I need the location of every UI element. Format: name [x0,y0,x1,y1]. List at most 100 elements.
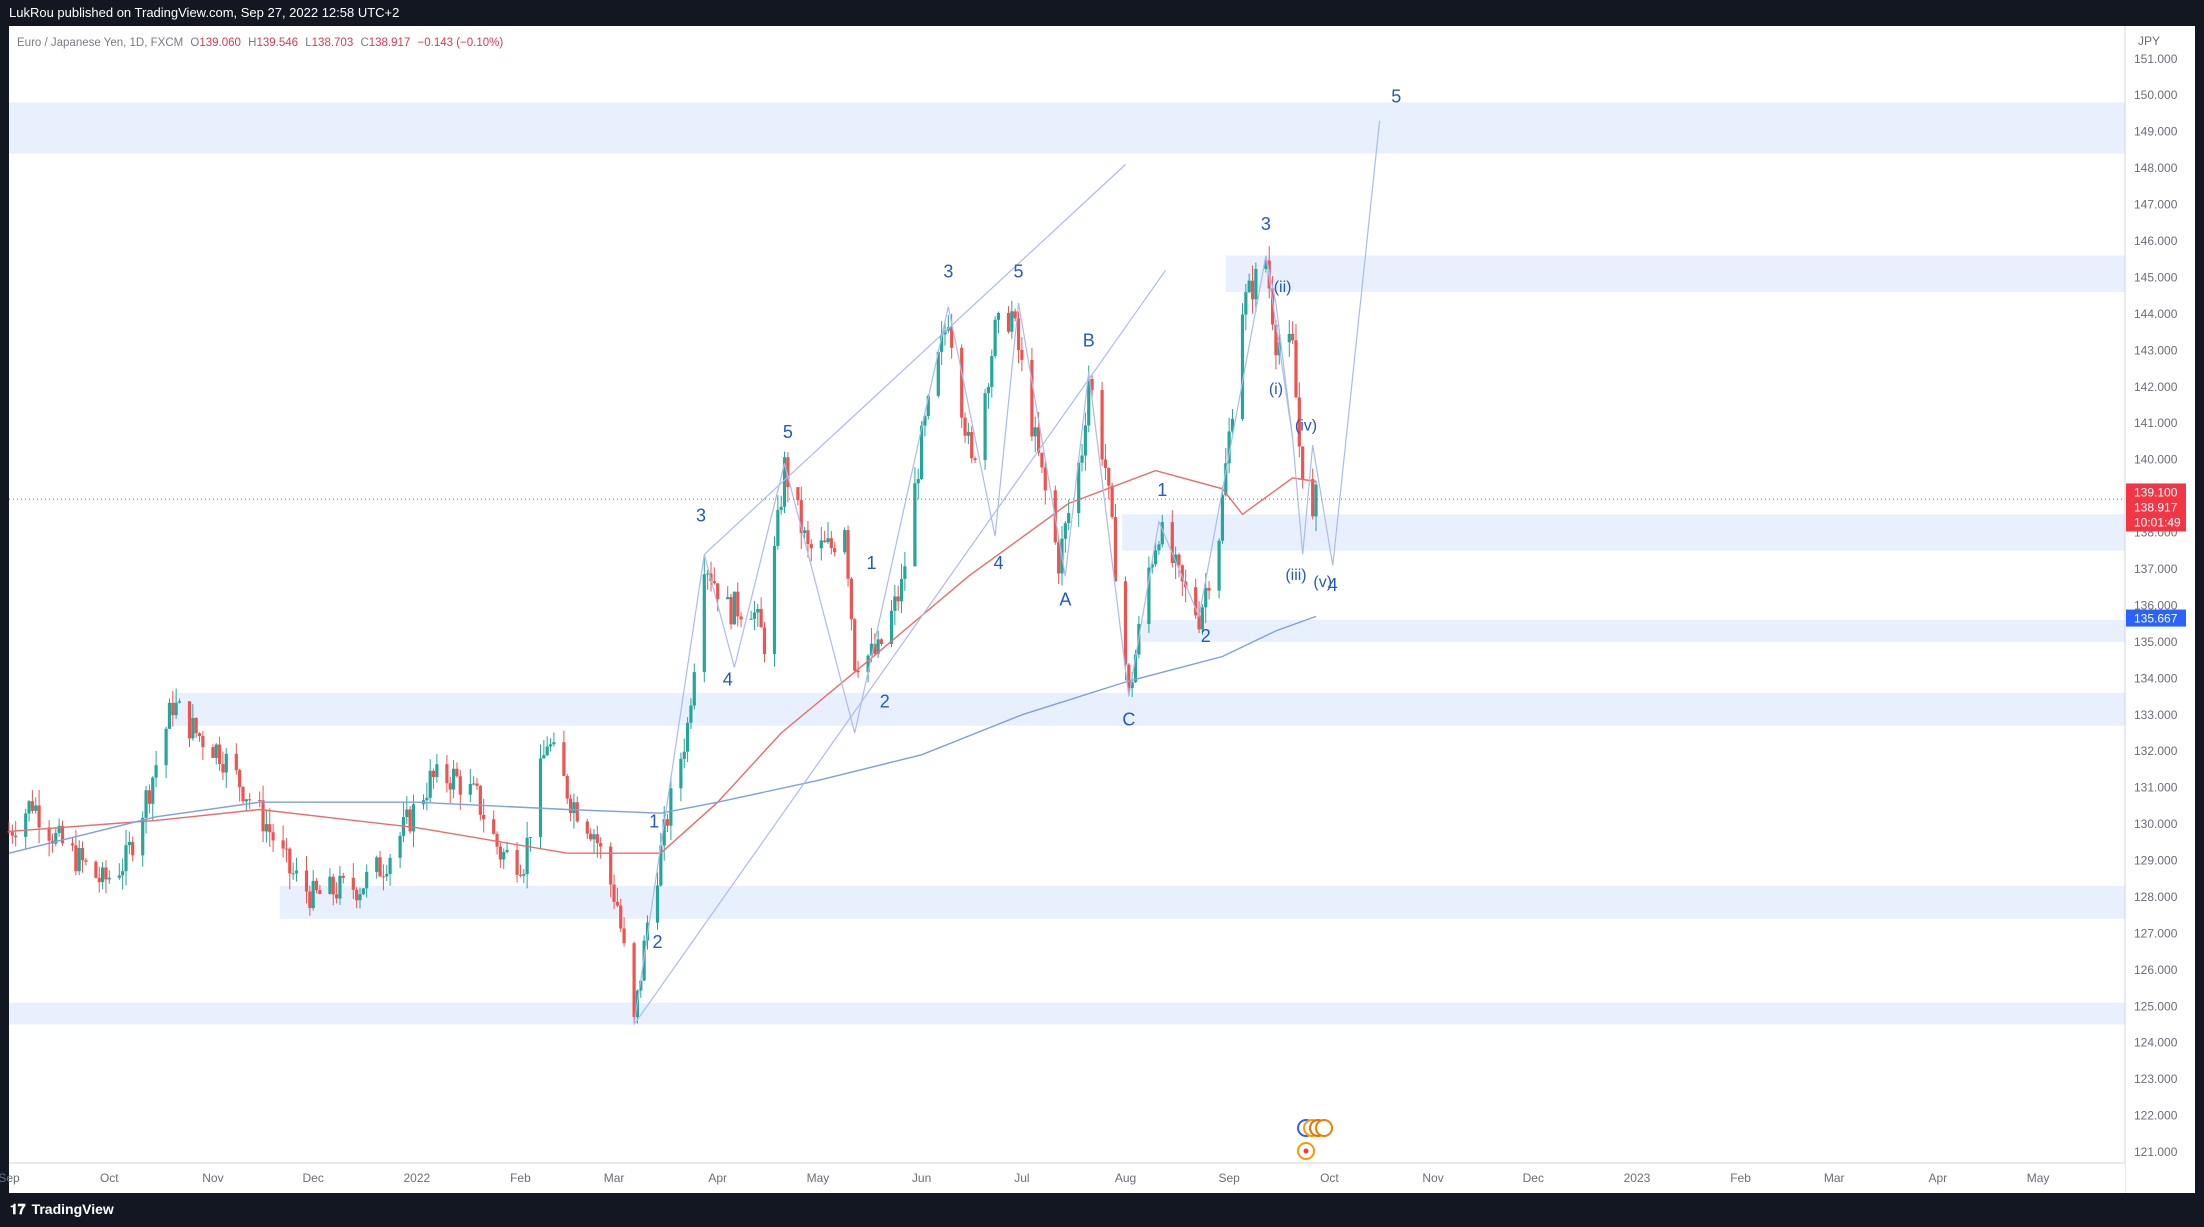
candle-body-17 [84,860,88,862]
candle-body-96 [455,768,459,777]
time-tick-10: Jul [1014,1171,1029,1185]
candle-body-116 [548,744,553,747]
open-label: O [190,37,199,49]
event-markers[interactable] [1297,1119,1334,1160]
candle-body-81 [385,873,389,877]
candle-body-162 [762,627,767,655]
candle-body-189 [893,596,897,611]
candle-body-115 [545,746,549,756]
candle-body-275 [1294,340,1298,398]
candle-body-167 [786,457,790,488]
candle-body-176 [829,538,833,549]
candle-body-135 [639,980,643,991]
candle-body-19 [97,877,101,883]
candle-body-35 [171,702,175,716]
price-tick-4: 125.000 [2134,999,2178,1013]
candle-body-216 [1016,318,1021,351]
wave-line-3 [1017,120,1381,697]
price-tick-13: 134.000 [2134,671,2178,685]
candle-body-140 [662,819,666,846]
price-tick-24: 145.000 [2134,270,2178,284]
ma-price-tag[interactable] [2126,609,2186,627]
candle-body-194 [916,478,920,484]
wave-label-11: B [1083,331,1095,351]
candle-body-248 [1170,522,1174,564]
candle-body-93 [445,764,449,784]
tradingview-brand[interactable]: 𝟏𝟕 TradingView [10,1201,114,1218]
time-axis[interactable] [9,1163,2125,1193]
candle-body-18 [94,861,98,878]
candle-body-119 [565,775,569,799]
price-tick-10: 131.000 [2134,781,2178,795]
ma-price-value: 135.667 [2134,612,2178,626]
time-tick-17: Feb [1730,1171,1751,1185]
candle-body-261 [1227,431,1231,464]
candle-body-172 [809,544,813,549]
time-tick-20: May [2027,1171,2050,1185]
price-axis[interactable] [2125,26,2195,1193]
candle-body-147 [692,672,696,706]
close-price-value: 138.917 [2134,500,2178,514]
candle-body-107 [505,850,509,853]
candle-body-12 [60,825,65,844]
candle-body-254 [1197,615,1201,630]
symbol-name: Euro / Japanese Yen, 1D, FXCM [17,37,183,49]
wave-label-21: 4 [1328,575,1338,595]
candle-body-224 [1057,542,1061,574]
candle-body-10 [54,833,58,844]
zone-3 [1142,620,2125,642]
candle-body-233 [1100,390,1104,460]
candle-body-250 [1177,554,1181,566]
candle-body-240 [1130,682,1134,689]
price-tick-25: 146.000 [2134,234,2178,248]
candle-body-206 [970,431,974,459]
symbol-legend[interactable]: Euro / Japanese Yen, 1D, FXCM O139.060 H… [17,37,503,49]
candle-body-110 [522,874,526,876]
candle-body-215 [1013,311,1017,319]
candle-body-113 [538,758,543,838]
candle-body-80 [381,876,385,878]
candle-body-169 [799,500,803,533]
candle-body-185 [873,643,877,654]
change-value: −0.143 (−0.10%) [418,37,504,49]
candle-body-67 [318,890,322,894]
candle-body-212 [996,312,1001,320]
time-tick-4: 2022 [403,1171,430,1185]
candle-body-229 [1080,455,1084,463]
zone-2 [1122,514,2125,551]
candle-body-14 [74,845,78,872]
candle-body-235 [1107,467,1111,486]
moving-average-0 [8,469,1317,854]
time-tick-15: Dec [1523,1171,1544,1185]
candle-body-190 [896,596,900,602]
candle-body-52 [248,799,252,801]
candle-body-47 [224,753,228,773]
candle-body-29 [144,790,148,818]
candle-body-2 [14,835,18,837]
candle-body-148 [702,574,706,673]
candle-body-188 [889,610,894,644]
time-tick-16: 2023 [1624,1171,1651,1185]
candle-body-239 [1127,664,1131,689]
candle-body-130 [615,901,619,906]
last-price-tag[interactable] [2126,483,2186,532]
time-tick-5: Feb [510,1171,531,1185]
wave-label-0: 2 [652,932,662,952]
candle-body-213 [1006,312,1011,332]
candle-body-243 [1147,567,1151,625]
candle-body-103 [492,819,496,834]
candle-body-82 [388,857,392,874]
price-tick-6: 127.000 [2134,926,2178,940]
candle-body-83 [398,835,402,858]
candle-body-123 [585,821,589,834]
candle-body-43 [211,747,215,758]
candle-body-102 [482,814,486,820]
candle-body-161 [759,608,763,628]
candle-body-1 [10,831,14,836]
candle-body-164 [776,509,780,546]
candle-body-16 [80,847,85,861]
candle-body-20 [100,867,105,883]
candle-body-155 [732,591,736,625]
